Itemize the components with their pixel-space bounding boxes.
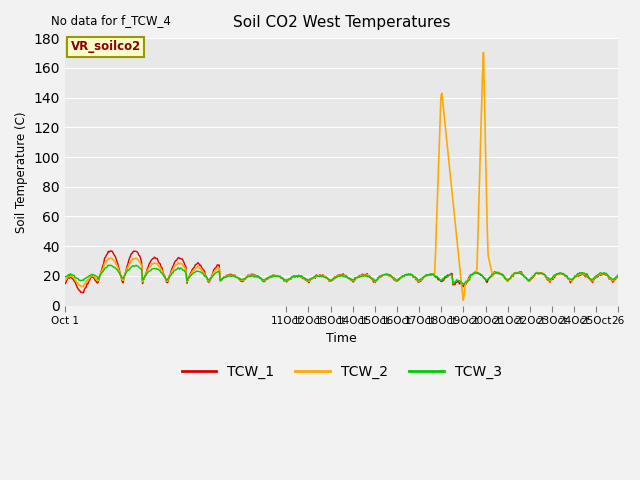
- TCW_2: [159, 270, 166, 276]
- TCW_3: [388, 274, 396, 280]
- Legend: TCW_1, TCW_2, TCW_3: TCW_1, TCW_2, TCW_3: [176, 359, 508, 384]
- TCW_3: [312, 273, 320, 279]
- Text: VR_soilco2: VR_soilco2: [70, 40, 141, 53]
- TCW_1: [314, 273, 321, 278]
- Y-axis label: Soil Temperature (C): Soil Temperature (C): [15, 111, 28, 233]
- TCW_3: [614, 272, 622, 277]
- TCW_1: [479, 275, 487, 280]
- TCW_2: [431, 273, 438, 279]
- TCW_2: [460, 297, 467, 303]
- TCW_1: [433, 274, 440, 279]
- TCW_1: [161, 273, 168, 279]
- TCW_3: [431, 273, 439, 279]
- TCW_1: [61, 281, 68, 287]
- Text: No data for f_TCW_4: No data for f_TCW_4: [51, 14, 171, 27]
- X-axis label: Time: Time: [326, 332, 357, 345]
- TCW_2: [614, 272, 622, 278]
- Line: TCW_2: TCW_2: [65, 52, 618, 300]
- TCW_3: [160, 273, 168, 279]
- TCW_2: [312, 274, 319, 280]
- Title: Soil CO2 West Temperatures: Soil CO2 West Temperatures: [233, 15, 451, 30]
- TCW_2: [204, 276, 211, 281]
- TCW_2: [479, 70, 486, 76]
- Line: TCW_3: TCW_3: [65, 265, 618, 284]
- TCW_1: [205, 279, 213, 285]
- TCW_1: [106, 248, 114, 254]
- TCW_1: [614, 273, 622, 279]
- TCW_1: [389, 275, 397, 281]
- TCW_3: [449, 281, 457, 287]
- TCW_1: [79, 290, 87, 296]
- TCW_2: [387, 273, 395, 279]
- Line: TCW_1: TCW_1: [65, 251, 618, 293]
- TCW_3: [61, 274, 68, 279]
- TCW_2: [479, 49, 487, 55]
- TCW_3: [479, 275, 487, 280]
- TCW_3: [204, 276, 212, 282]
- TCW_2: [61, 277, 68, 283]
- TCW_3: [104, 262, 112, 268]
